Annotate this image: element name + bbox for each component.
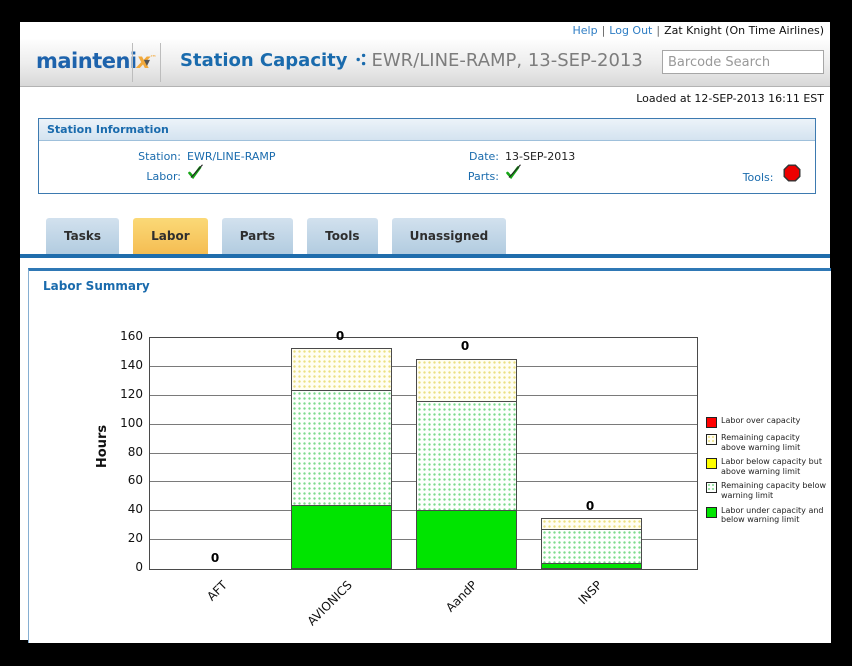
station-information-panel: Station Information Station: EWR/LINE-RAM… (38, 118, 816, 194)
legend-item: Remaining capacity above warning limit (706, 433, 826, 452)
bar-segment (290, 390, 392, 506)
labor-summary-title: Labor Summary (43, 279, 150, 293)
station-information-title: Station Information (39, 119, 815, 141)
chevron-down-icon[interactable]: ▼ (143, 58, 151, 67)
tab-labor[interactable]: Labor (133, 218, 208, 254)
station-information-body: Station: EWR/LINE-RAMP Date: 13-SEP-2013 L… (39, 141, 815, 193)
labor-summary-panel: Labor Summary Hours 0 20 40 60 80 100 120 140 16… (28, 268, 831, 643)
page-title: Station Capacity EWR/LINE-RAMP, 13-SEP-20… (180, 50, 643, 71)
stacked-bar-avionics (290, 348, 392, 569)
x-axis-label: AVIONICS (304, 578, 355, 629)
legend-swatch (706, 506, 717, 518)
bar-segment (290, 505, 392, 569)
chart-legend: Labor over capacity Remaining capacity ab… (706, 416, 826, 525)
y-axis-tick: 40 (127, 502, 143, 517)
legend-item: Remaining capacity below warning limit (706, 481, 826, 500)
barcode-search-input[interactable] (662, 50, 824, 74)
legend-swatch (706, 417, 717, 428)
y-axis-tick: 0 (135, 560, 143, 574)
y-axis-tick: 100 (120, 415, 143, 430)
x-axis-label: AFT (204, 578, 230, 604)
y-axis-tick: 120 (120, 386, 143, 401)
legend-label: Labor below capacity but above warning l… (721, 457, 822, 476)
legend-item: Labor under capacity and below warning l… (706, 506, 826, 525)
labor-label: Labor: (146, 169, 181, 183)
legend-label: Labor under capacity and below warning l… (721, 505, 824, 525)
stacked-bar-insp (540, 518, 642, 569)
bar-value-label: 0 (460, 338, 470, 353)
bar-segment (415, 510, 517, 569)
tools-label: Tools: (742, 170, 774, 184)
separator: | (656, 24, 661, 37)
tab-tools[interactable]: Tools (307, 218, 378, 254)
plot-area (149, 337, 698, 570)
divider (132, 43, 133, 82)
divider (160, 43, 161, 82)
legend-label: Labor over capacity (721, 416, 801, 425)
stacked-bar-aandp (415, 359, 517, 569)
tab-parts[interactable]: Parts (221, 218, 294, 254)
station-label: Station: (138, 150, 181, 163)
parts-label: Parts: (467, 169, 499, 183)
maintenix-logo: maintenix™ (36, 49, 157, 73)
labor-summary-chart: Hours 0 20 40 60 80 100 120 140 160 0 AFT 0 AVIONICS… (29, 271, 831, 640)
bar-segment (415, 401, 517, 511)
tab-underline (20, 254, 830, 258)
bar-value-label: 0 (210, 551, 220, 565)
top-utility-bar: Help | Log Out | Zat Knight (On Time Airline… (572, 24, 824, 37)
x-axis-label: AandP (443, 578, 480, 615)
user-name: Zat Knight (On Time Airlines) (664, 24, 824, 37)
y-axis-tick: 60 (127, 473, 143, 488)
y-axis-tick: 160 (120, 329, 143, 343)
station-info-row: Labor: Parts: Tools: (39, 164, 815, 188)
page-subtitle: EWR/LINE-RAMP, 13-SEP-2013 (371, 50, 643, 71)
legend-label: Remaining capacity above warning limit (721, 433, 801, 452)
tools-stop-icon (783, 164, 801, 188)
page-title-icon (356, 50, 366, 71)
legend-swatch (706, 434, 717, 445)
logout-link[interactable]: Log Out (609, 24, 653, 37)
legend-label: Remaining capacity below warning limit (721, 481, 826, 500)
tab-tasks[interactable]: Tasks (46, 218, 120, 254)
tab-unassigned[interactable]: Unassigned (391, 218, 507, 254)
date-value: 13-SEP-2013 (505, 150, 576, 163)
separator: | (601, 24, 606, 37)
bar-value-label: 0 (585, 499, 595, 514)
tab-bar: Tasks Labor Parts Tools Unassigned (46, 218, 515, 254)
legend-item: Labor over capacity (706, 416, 826, 428)
loaded-timestamp: Loaded at 12-SEP-2013 16:11 EST (636, 92, 824, 105)
help-link[interactable]: Help (572, 24, 598, 37)
page-header: maintenix™ ▼ Station Capacity EWR/LINE-RA… (20, 39, 830, 87)
bar-segment (290, 348, 392, 391)
logo-trademark: ™ (149, 54, 157, 62)
labor-ok-check-icon (187, 164, 204, 186)
parts-ok-check-icon (505, 164, 522, 186)
bar-segment (540, 529, 642, 564)
date-label: Date: (469, 150, 499, 163)
app-window: Help | Log Out | Zat Knight (On Time Airline… (20, 22, 831, 643)
y-axis-tick: 80 (127, 444, 143, 459)
legend-swatch (706, 458, 717, 470)
station-value-link[interactable]: EWR/LINE-RAMP (187, 150, 276, 163)
bar-value-label: 0 (335, 328, 345, 343)
x-axis-label: INSP (575, 578, 605, 608)
y-axis-tick: 140 (120, 357, 143, 372)
bar-segment (540, 563, 642, 569)
legend-item: Labor below capacity but above warning l… (706, 457, 826, 476)
y-axis-tick: 20 (127, 531, 143, 546)
bar-segment (415, 359, 517, 402)
station-info-row: Station: EWR/LINE-RAMP Date: 13-SEP-2013 (39, 148, 815, 166)
logo-x: x (136, 49, 151, 73)
legend-swatch (706, 482, 717, 494)
